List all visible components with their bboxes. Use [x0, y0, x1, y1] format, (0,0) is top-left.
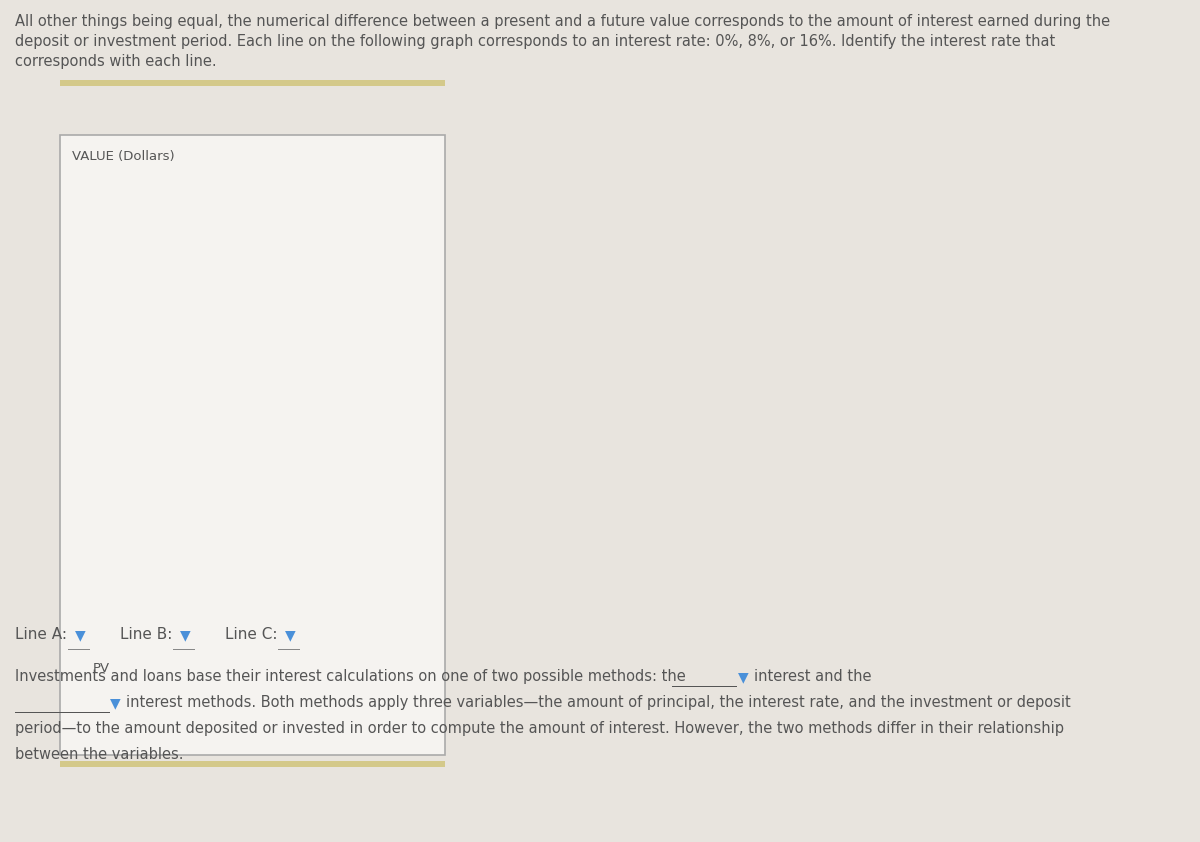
Text: between the variables.: between the variables. [14, 747, 184, 762]
Text: period—to the amount deposited or invested in order to compute the amount of int: period—to the amount deposited or invest… [14, 721, 1064, 736]
Text: All other things being equal, the numerical difference between a present and a f: All other things being equal, the numeri… [14, 14, 1110, 29]
Text: VALUE (Dollars): VALUE (Dollars) [72, 150, 175, 163]
Text: A: A [370, 329, 379, 344]
Text: corresponds with each line.: corresponds with each line. [14, 54, 217, 69]
Text: PV: PV [92, 662, 110, 675]
Text: ▼: ▼ [738, 670, 749, 684]
Text: C: C [370, 554, 380, 568]
Text: ▼: ▼ [286, 628, 295, 642]
Text: Line C:: Line C: [226, 627, 277, 642]
Bar [672, 685, 737, 687]
Bar [68, 648, 90, 650]
Text: Line B:: Line B: [120, 627, 173, 642]
Text: deposit or investment period. Each line on the following graph corresponds to an: deposit or investment period. Each line … [14, 34, 1055, 49]
Text: ▼: ▼ [110, 696, 121, 710]
Bar [60, 761, 445, 767]
Bar [60, 135, 445, 755]
Bar [278, 648, 300, 650]
Text: B: B [370, 485, 379, 499]
Text: Investments and loans base their interest calculations on one of two possible me: Investments and loans base their interes… [14, 669, 685, 684]
Text: ▼: ▼ [74, 628, 85, 642]
Text: interest methods. Both methods apply three variables—the amount of principal, th: interest methods. Both methods apply thr… [126, 695, 1070, 710]
Bar [173, 648, 194, 650]
X-axis label: TIME (Years): TIME (Years) [232, 714, 313, 727]
Text: Line A:: Line A: [14, 627, 67, 642]
Bar [14, 711, 110, 713]
Bar [60, 80, 445, 86]
Text: interest and the: interest and the [754, 669, 871, 684]
Text: ▼: ▼ [180, 628, 191, 642]
